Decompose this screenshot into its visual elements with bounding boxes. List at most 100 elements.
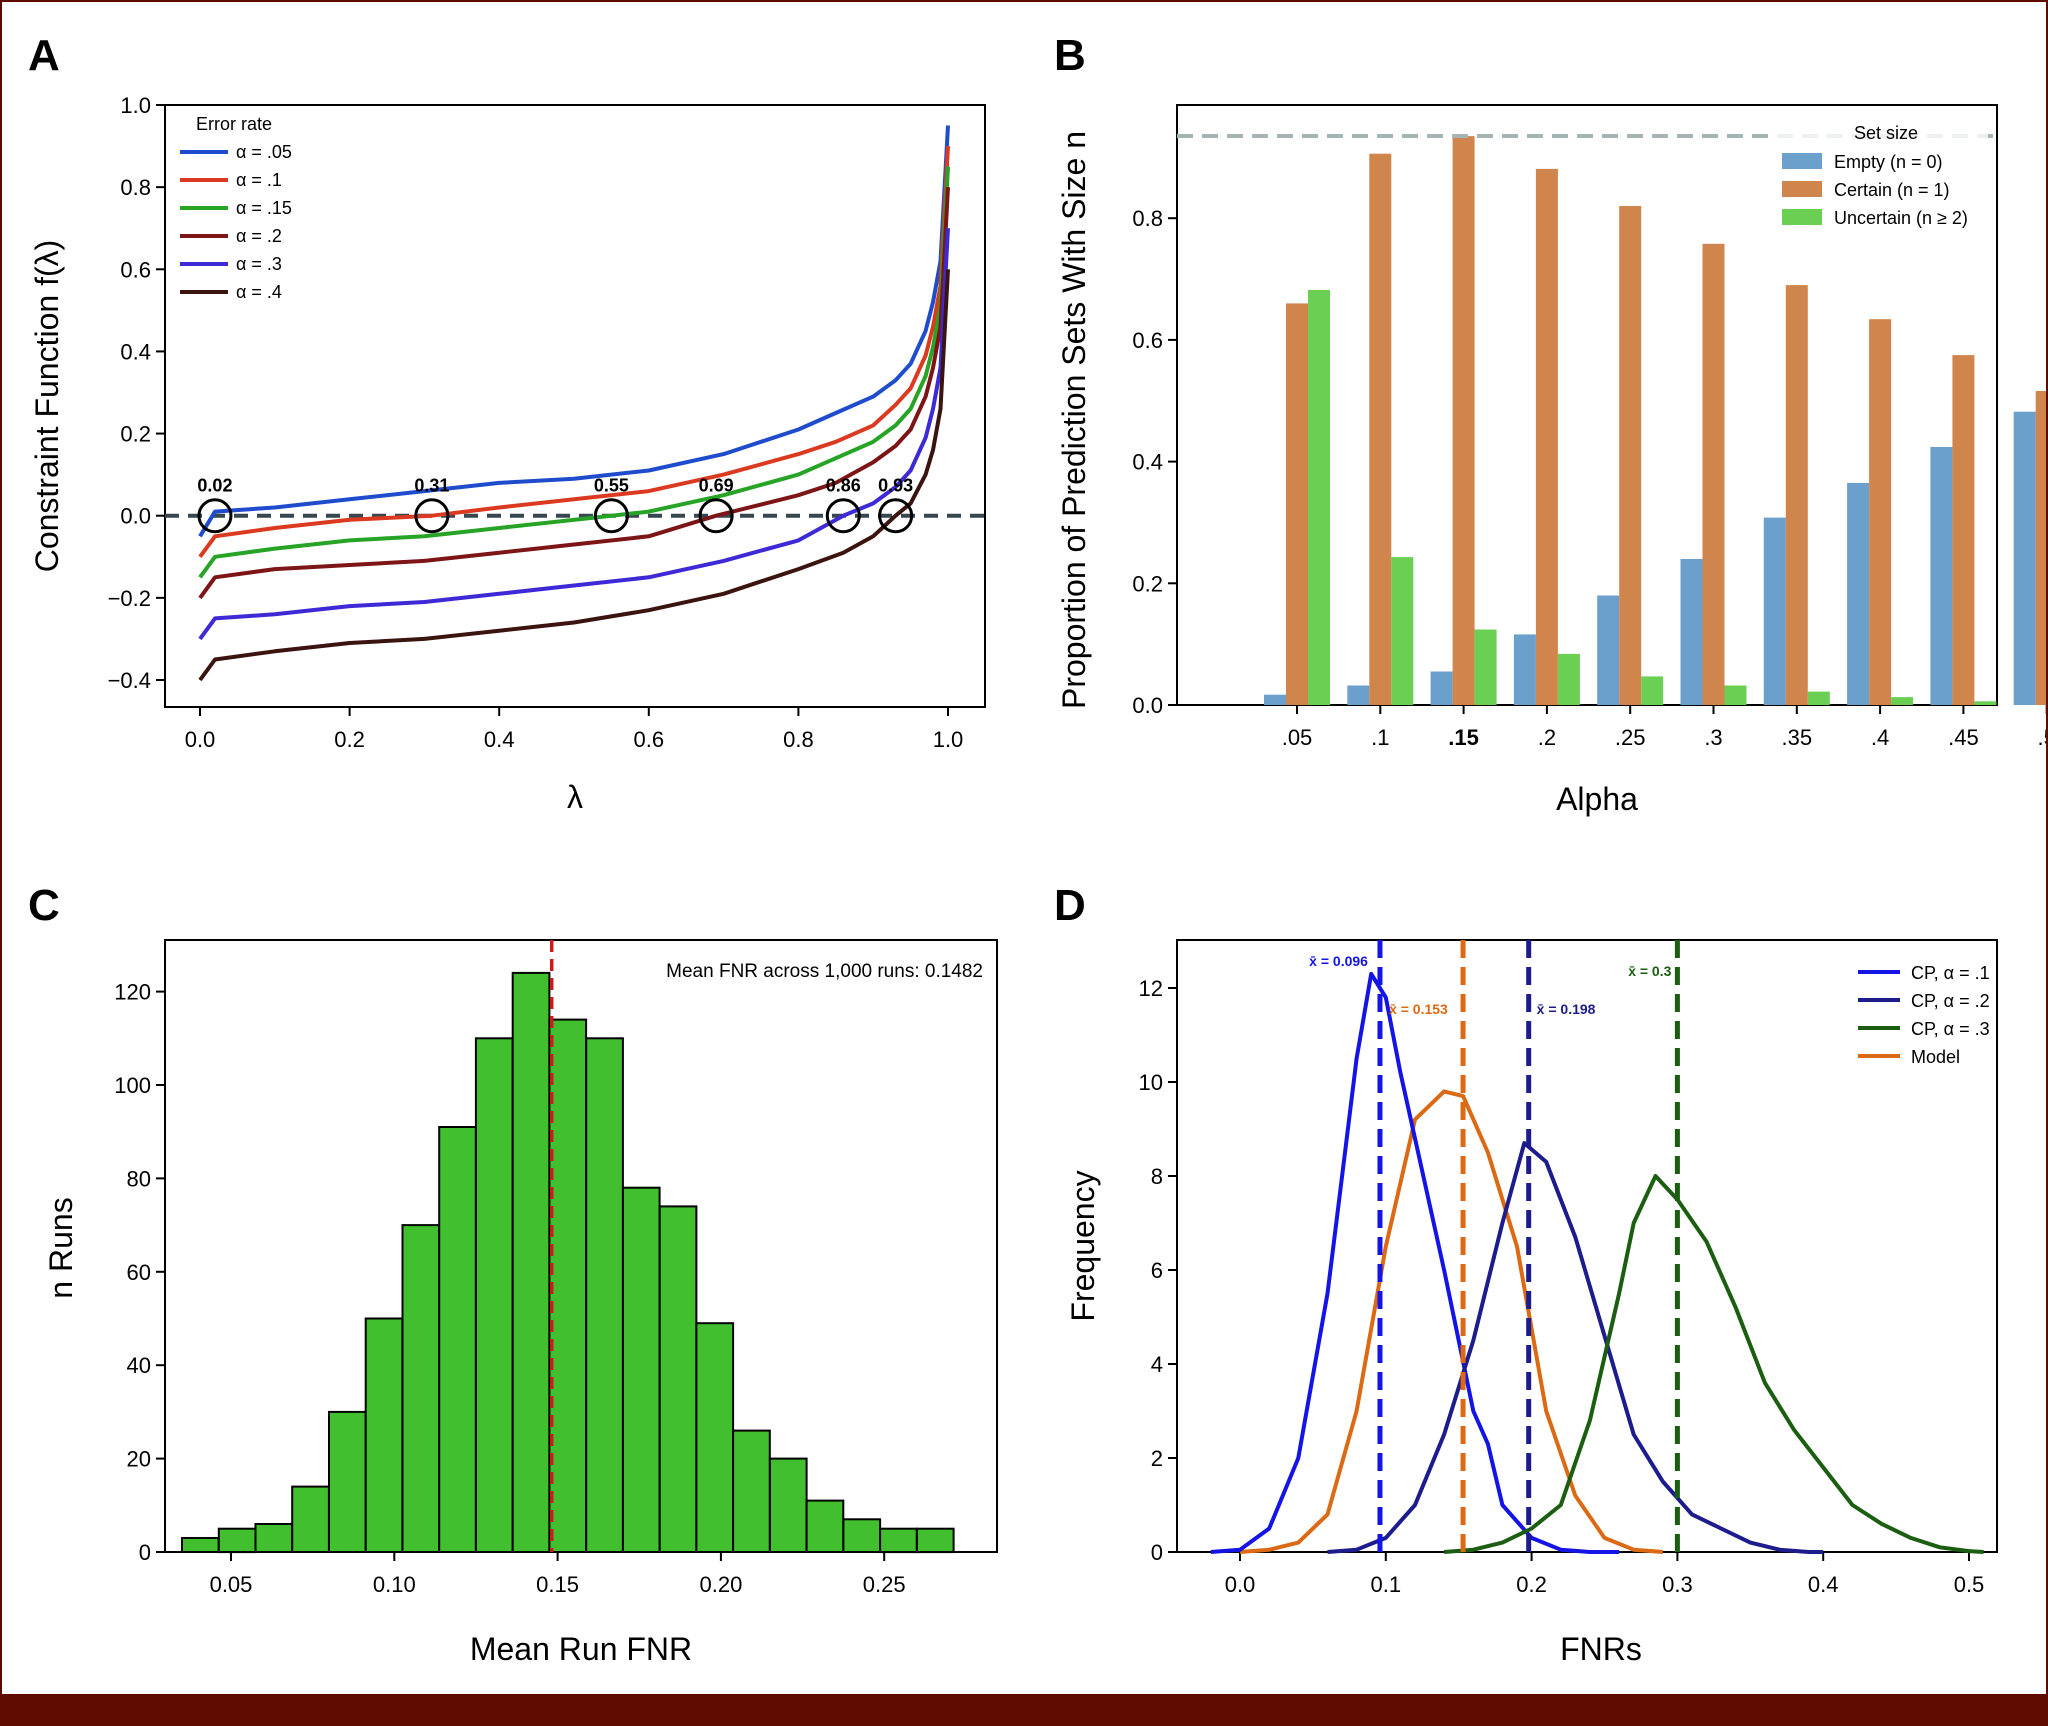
panel-b-bar <box>1597 595 1620 705</box>
panel-b-x-tick-label: .5 <box>2038 725 2048 750</box>
panel-b-bar <box>1369 153 1392 705</box>
panel-b-bar <box>1807 691 1830 705</box>
panel-b-bar <box>2035 391 2048 705</box>
panel-a-legend-label: α = .3 <box>236 254 282 274</box>
panel-a-legend-label: α = .15 <box>236 198 292 218</box>
panel-d-mean-label: x̄ = 0.3 <box>1628 963 1671 979</box>
panel-a-x-tick-label: 0.0 <box>185 727 216 752</box>
panel-c-x-tick-label: 0.05 <box>210 1572 253 1597</box>
panel-b-bar <box>1619 206 1642 705</box>
panel-c-histogram-bar <box>585 1037 624 1554</box>
panel-b-bar <box>1680 559 1703 705</box>
panel-label-b: B <box>1054 31 1086 80</box>
panel-b-bar <box>1891 697 1914 705</box>
panel-b-x-tick-label: .1 <box>1371 725 1389 750</box>
panel-a-crossing-label: 0.55 <box>594 476 629 496</box>
panel-a-series-line <box>198 186 950 600</box>
panel-d-y-tick-label: 12 <box>1139 976 1163 1001</box>
panel-c-histogram-bar <box>805 1499 845 1553</box>
panel-a-legend-label: α = .05 <box>236 142 292 162</box>
panel-a-constraint-chart: 0.0 0.2 0.4 0.6 0.8 1.0 −0.4 −0.2 0.0 0.2 0.4 0.6 0.… <box>29 93 986 815</box>
panel-c-x-tick-label: 0.25 <box>863 1572 906 1597</box>
panel-d-y-tick-label: 8 <box>1151 1164 1163 1189</box>
panel-c-y-tick-label: 0 <box>139 1540 151 1565</box>
panel-a-crossing-label: 0.02 <box>197 476 232 496</box>
panel-d-mean-label: x̄ = 0.096 <box>1309 953 1368 969</box>
panel-a-x-tick-label: 0.4 <box>484 727 515 752</box>
panel-c-y-tick-label: 80 <box>127 1166 151 1191</box>
panel-b-bar <box>1847 482 1870 705</box>
panel-a-x-tick-label: 0.2 <box>334 727 365 752</box>
panel-a-y-tick-label: −0.2 <box>108 586 151 611</box>
panel-b-bar <box>1869 319 1892 705</box>
panel-c-y-tick-label: 60 <box>127 1260 151 1285</box>
panel-a-axes-frame <box>164 104 986 708</box>
panel-a-series-line <box>198 228 950 641</box>
panel-d-y-tick-label: 2 <box>1151 1446 1163 1471</box>
panel-d-x-tick-label: 0.1 <box>1371 1572 1402 1597</box>
panel-b-bar <box>1724 685 1747 705</box>
panel-b-x-tick-label: .4 <box>1871 725 1889 750</box>
panel-d-x-tick-label: 0.3 <box>1662 1572 1693 1597</box>
panel-d-y-tick-label: 6 <box>1151 1258 1163 1283</box>
panel-a-y-axis-label: Constraint Function f(λ) <box>29 240 65 573</box>
panel-d-y-tick-label: 10 <box>1139 1070 1163 1095</box>
panel-a-y-tick-label: 1.0 <box>120 93 151 118</box>
panel-c-histogram-bar <box>254 1523 294 1553</box>
panel-b-legend: Set size Empty (n = 0) Certain (n = 1) Unc… <box>1770 112 1988 236</box>
panel-d-y-axis-label: Frequency <box>1065 1170 1101 1321</box>
panel-b-bar <box>1513 634 1536 705</box>
panel-c-y-tick-label: 120 <box>114 980 151 1005</box>
panel-b-bar <box>1264 694 1286 705</box>
panel-b-bar <box>1641 676 1664 705</box>
panel-b-x-tick-label: .35 <box>1782 725 1813 750</box>
panel-d-y-tick-label: 4 <box>1151 1352 1163 1377</box>
panel-c-histogram-bar <box>915 1527 955 1554</box>
panel-a-y-tick-label: 0.8 <box>120 175 151 200</box>
panel-b-y-tick-label: 0.4 <box>1132 450 1163 475</box>
panel-d-y-tick-label: 0 <box>1151 1540 1163 1565</box>
panel-b-bar <box>1974 701 1997 705</box>
panel-a-crossing-label: 0.93 <box>878 476 913 496</box>
panel-c-histogram-bar <box>291 1485 330 1553</box>
panel-a-y-tick-label: 0.6 <box>120 257 151 282</box>
panel-b-bar <box>1535 168 1558 705</box>
panel-b-legend-swatch <box>1782 209 1822 225</box>
panel-a-legend-label: α = .4 <box>236 282 282 302</box>
panel-c-histogram-bar <box>511 971 551 1553</box>
panel-c-x-tick-label: 0.10 <box>373 1572 416 1597</box>
panel-d-mean-label: x̄ = 0.198 <box>1537 1001 1596 1017</box>
panel-c-y-tick-label: 100 <box>114 1073 151 1098</box>
panel-d-legend-label: CP, α = .2 <box>1911 991 1990 1011</box>
panel-c-histogram-bar <box>474 1037 514 1554</box>
panel-d-axes-frame <box>1176 939 1998 1553</box>
panel-b-set-size-chart: 0.0 0.2 0.4 0.6 0.8 .05 .1 .15 .2 .25 .3 .35 .4 .45 .5… <box>1056 104 2048 817</box>
bottom-band <box>0 1694 2048 1726</box>
panel-b-y-tick-label: 0.8 <box>1132 206 1163 231</box>
panel-a-x-tick-label: 0.6 <box>634 727 665 752</box>
panel-c-y-tick-label: 20 <box>127 1447 151 1472</box>
panel-d-legend-label: CP, α = .1 <box>1911 963 1990 983</box>
panel-a-x-axis-label: λ <box>567 779 583 815</box>
panel-b-bar <box>1286 303 1308 705</box>
panel-d-density-line <box>1239 1089 1663 1554</box>
panel-a-y-tick-label: −0.4 <box>108 668 151 693</box>
panel-d-density-line <box>1443 1174 1984 1554</box>
panel-d-x-tick-label: 0.2 <box>1516 1572 1547 1597</box>
panel-a-y-tick-label: 0.2 <box>120 422 151 447</box>
panel-d-legend: CP, α = .1 CP, α = .2 CP, α = .3 Model <box>1858 963 1990 1067</box>
panel-c-histogram-bar <box>621 1186 661 1553</box>
panel-a-crossing-marker <box>593 498 629 534</box>
panel-d-x-tick-label: 0.5 <box>1954 1572 1985 1597</box>
panel-a-x-tick-label: 0.8 <box>783 727 814 752</box>
panel-c-mean-annotation: Mean FNR across 1,000 runs: 0.1482 <box>666 961 983 982</box>
panel-d-mean-label: x̄ = 0.153 <box>1389 1001 1448 1017</box>
panel-b-axes-frame <box>1176 104 1998 706</box>
panel-b-x-tick-label: .05 <box>1282 725 1313 750</box>
panel-b-x-axis-label: Alpha <box>1556 781 1638 817</box>
panel-b-bar <box>1391 557 1414 705</box>
panel-b-bar <box>1557 653 1580 705</box>
panel-a-x-tick-label: 1.0 <box>933 727 964 752</box>
panel-b-legend-label: Certain (n = 1) <box>1834 180 1950 200</box>
panel-a-series-line <box>198 145 950 558</box>
